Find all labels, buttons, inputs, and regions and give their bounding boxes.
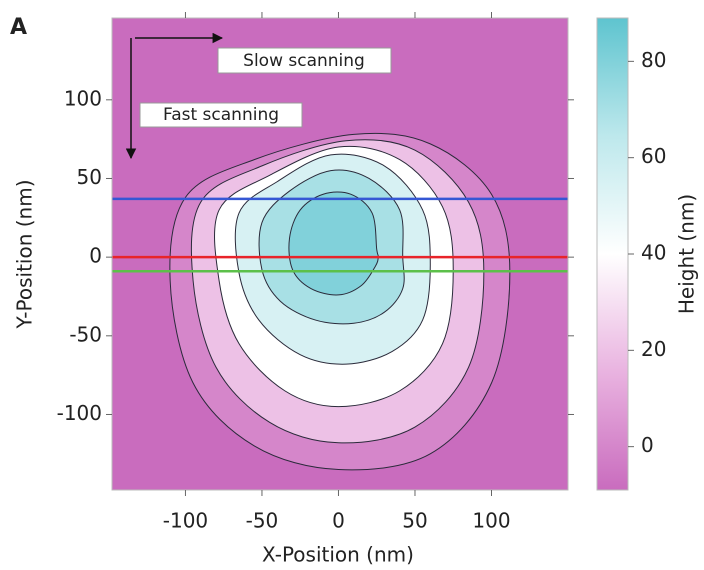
annotation-box bbox=[217, 47, 392, 74]
colorbar-tick-label: 60 bbox=[641, 144, 666, 168]
x-tick-label: -100 bbox=[163, 509, 208, 533]
x-tick-label: -50 bbox=[246, 509, 279, 533]
colorbar-tick-label: 80 bbox=[641, 48, 666, 72]
y-tick-label: -100 bbox=[57, 401, 102, 425]
plot-frame bbox=[111, 17, 569, 491]
plot-area bbox=[112, 18, 568, 490]
x-tick-label: 50 bbox=[402, 509, 427, 533]
colorbar-label: Height (nm) bbox=[675, 194, 699, 314]
colorbar-tick-label: 40 bbox=[641, 241, 666, 265]
colorbar bbox=[596, 17, 629, 491]
panel-label: A bbox=[10, 15, 27, 40]
colorbar-tick-label: 0 bbox=[641, 433, 654, 457]
y-tick-label: 0 bbox=[89, 244, 102, 268]
y-tick-label: 100 bbox=[64, 86, 102, 110]
colorbar-tick-label: 20 bbox=[641, 337, 666, 361]
x-axis-label: X-Position (nm) bbox=[262, 543, 414, 567]
y-tick-label: -50 bbox=[69, 322, 102, 346]
y-tick-label: 50 bbox=[77, 165, 102, 189]
annotation: Fast scanning bbox=[163, 105, 279, 125]
x-tick-label: 0 bbox=[332, 509, 345, 533]
annotation-box bbox=[139, 102, 303, 128]
annotation: Slow scanning bbox=[243, 51, 365, 71]
y-axis-label: Y-Position (nm) bbox=[13, 179, 37, 329]
x-tick-label: 100 bbox=[472, 509, 510, 533]
contour bbox=[288, 191, 379, 296]
